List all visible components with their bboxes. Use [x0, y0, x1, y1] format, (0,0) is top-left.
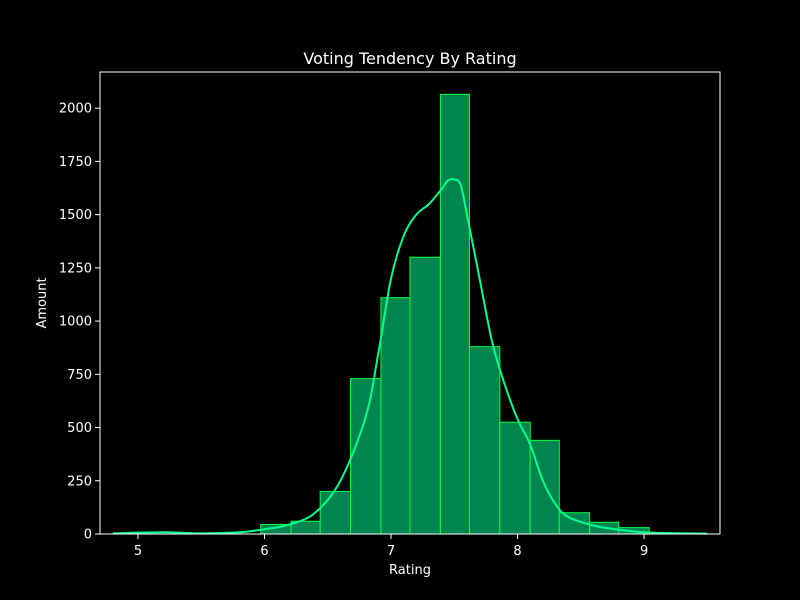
- histogram-bar-7: [468, 346, 501, 535]
- histogram-bar-4: [380, 297, 411, 535]
- y-axis-ticks: 0 250 500 750 1000 1250 1500 1750 2000: [59, 102, 100, 543]
- y-tick-label: 2000: [59, 102, 92, 117]
- histogram-bar-3: [350, 378, 382, 535]
- chart-title: Voting Tendency By Rating: [303, 49, 516, 68]
- x-tick-label: 7: [387, 544, 395, 559]
- y-tick-label: 250: [67, 474, 92, 489]
- plot-frame: [99, 71, 721, 535]
- y-tick-label: 0: [84, 528, 92, 543]
- x-tick-label: 8: [513, 544, 521, 559]
- y-tick-label: 1750: [59, 155, 92, 170]
- x-tick-label: 9: [640, 544, 648, 559]
- histogram-bar-5: [409, 256, 441, 535]
- x-axis-label: Rating: [389, 563, 431, 578]
- y-tick-label: 1500: [59, 208, 92, 223]
- x-tick-label: 5: [134, 544, 142, 559]
- y-tick-label: 1000: [59, 315, 92, 330]
- kde-layer: [112, 178, 708, 535]
- histogram-bar-6: [439, 93, 470, 535]
- kde-curve: [112, 178, 708, 535]
- histogram-bar-2: [319, 490, 352, 535]
- y-tick-label: 750: [67, 368, 92, 383]
- histogram-bar-8: [499, 421, 531, 535]
- y-tick-label: 1250: [59, 261, 92, 276]
- x-tick-label: 6: [260, 544, 268, 559]
- x-axis-ticks: 5 6 7 8 9: [134, 534, 648, 559]
- y-tick-label: 500: [67, 421, 92, 436]
- histogram-bars: [260, 93, 650, 535]
- y-axis-label: Amount: [35, 277, 50, 328]
